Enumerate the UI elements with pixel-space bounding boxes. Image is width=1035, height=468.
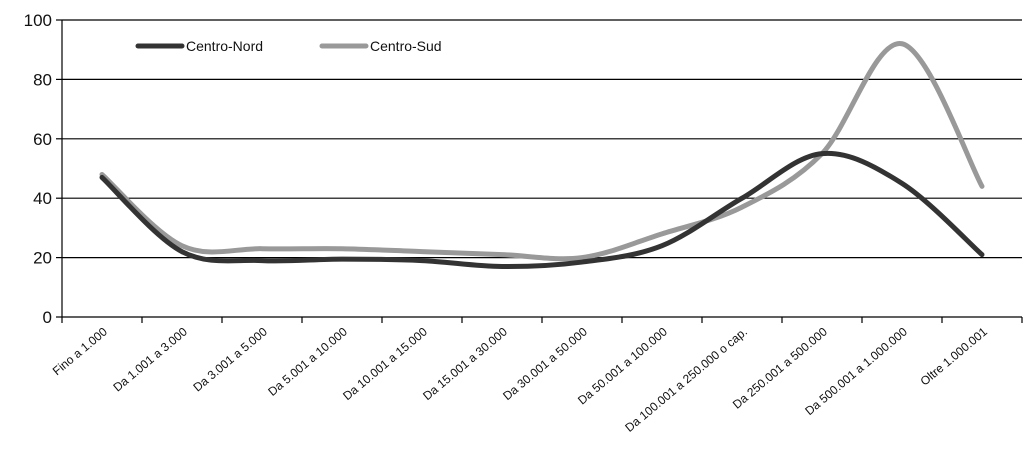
y-tick-label: 0 (43, 308, 52, 327)
series-line-centro-nord (99, 150, 985, 270)
legend-label-centro-sud: Centro-Sud (370, 38, 442, 54)
x-tick-label: Oltre 1.000.001 (918, 324, 991, 388)
y-tick-label: 60 (33, 130, 52, 149)
legend: Centro-Nord Centro-Sud (135, 38, 442, 54)
x-tick-label: Fino a 1.000 (50, 324, 110, 378)
x-tick-label: Da 15.001 a 30.000 (420, 324, 510, 403)
legend-label-centro-nord: Centro-Nord (186, 38, 263, 54)
series-lines (99, 41, 985, 270)
axes (56, 19, 1023, 323)
x-tick-label: Da 3.001 a 5.000 (190, 324, 270, 394)
x-axis-tick-labels: Fino a 1.000 Da 1.001 a 3.000 Da 3.001 a 5… (50, 324, 990, 434)
y-axis-tick-labels: 0 20 40 60 80 100 (24, 11, 52, 327)
series-line-centro-sud (99, 41, 985, 262)
y-tick-label: 80 (33, 70, 52, 89)
x-tick-label: Da 30.001 a 50.000 (500, 324, 590, 403)
y-tick-label: 40 (33, 189, 52, 208)
x-tick-label: Da 10.001 a 15.000 (340, 324, 430, 403)
y-tick-label: 20 (33, 249, 52, 268)
x-tick-label: Da 5.001 a 10.000 (265, 324, 350, 398)
gridlines (62, 19, 1022, 259)
x-tick-label: Da 1.001 a 3.000 (110, 324, 190, 394)
y-tick-label: 100 (24, 11, 52, 30)
